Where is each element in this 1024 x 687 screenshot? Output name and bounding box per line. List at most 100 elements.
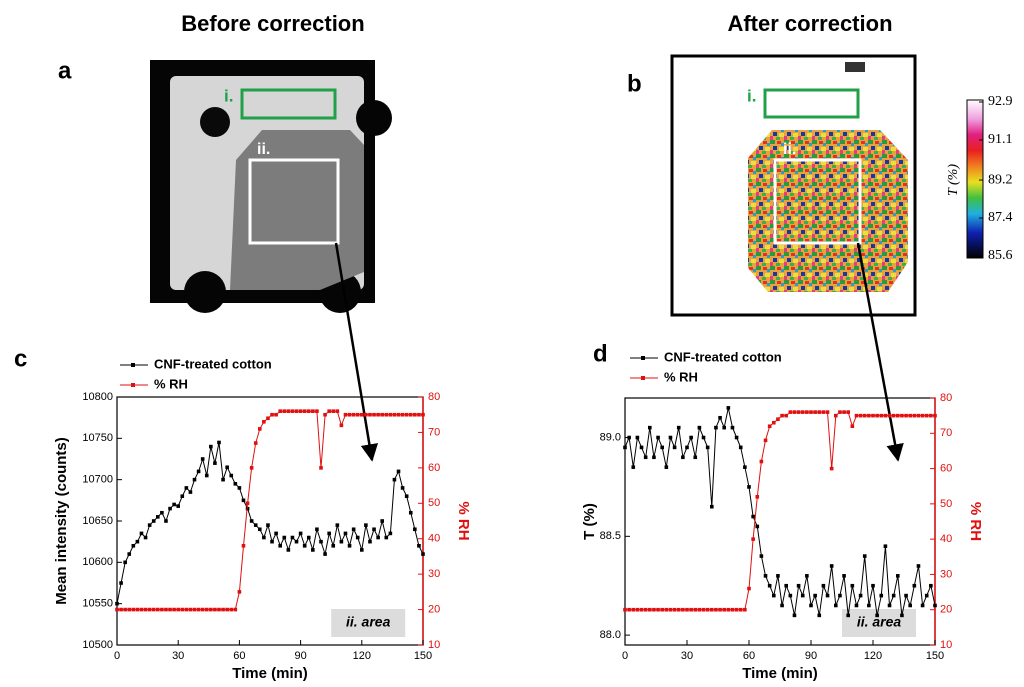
point — [413, 412, 417, 417]
point — [213, 461, 217, 465]
point — [701, 607, 706, 612]
point — [838, 593, 842, 598]
y-tick-label: 10750 — [82, 432, 113, 444]
point — [339, 423, 344, 428]
point — [217, 440, 221, 445]
point — [119, 581, 123, 585]
point — [364, 412, 368, 417]
point — [160, 510, 164, 515]
point — [204, 473, 209, 478]
point — [891, 593, 896, 598]
point — [253, 441, 258, 445]
point — [681, 455, 685, 460]
point — [188, 607, 193, 612]
point — [850, 583, 855, 588]
point — [278, 409, 282, 413]
x-tick-label: 120 — [864, 650, 882, 662]
panel-letter: d — [593, 340, 608, 367]
point — [751, 537, 755, 541]
arrow — [334, 242, 379, 462]
point — [763, 574, 768, 578]
point — [631, 465, 636, 469]
point — [813, 410, 817, 414]
point — [784, 413, 788, 418]
point — [780, 603, 784, 608]
point — [213, 607, 217, 612]
point — [652, 607, 656, 612]
point — [168, 506, 172, 511]
point — [759, 554, 764, 558]
region-label: ii. — [783, 141, 796, 158]
point — [209, 444, 213, 449]
point — [883, 544, 888, 548]
point — [258, 527, 262, 532]
point — [730, 607, 735, 612]
point — [916, 413, 921, 418]
point — [805, 574, 809, 578]
point — [233, 607, 238, 612]
y-tick-label: 89.0 — [600, 431, 621, 443]
point — [685, 445, 689, 450]
y2-tick-label: 80 — [428, 391, 440, 403]
point — [241, 544, 246, 548]
x-tick-label: 60 — [743, 650, 755, 662]
point — [871, 583, 875, 588]
y2-tick-label: 70 — [428, 426, 440, 438]
y-tick-label: 10700 — [82, 474, 113, 486]
point — [392, 477, 397, 482]
point — [188, 490, 193, 494]
point — [421, 412, 425, 417]
point — [115, 607, 119, 612]
series-line — [117, 410, 423, 611]
point — [192, 477, 197, 482]
y2-tick-label: 10 — [428, 639, 440, 651]
x-tick-label: 30 — [172, 650, 184, 662]
point — [368, 412, 372, 417]
legend-label: % RH — [664, 369, 698, 384]
point — [734, 607, 739, 612]
point — [767, 583, 772, 588]
point — [180, 607, 185, 612]
point — [726, 607, 731, 612]
point — [722, 425, 726, 430]
point — [241, 498, 246, 503]
point — [648, 425, 652, 430]
point — [784, 583, 788, 588]
point — [792, 410, 797, 414]
panel-title: Before correction — [181, 11, 364, 36]
point — [825, 410, 830, 414]
point — [858, 593, 863, 598]
point — [176, 504, 180, 508]
point — [400, 412, 405, 417]
y2-axis-title: % RH — [455, 501, 472, 540]
point — [160, 607, 164, 612]
point — [229, 473, 234, 478]
point — [249, 519, 254, 523]
point — [916, 564, 921, 568]
panel-letter: b — [627, 70, 642, 97]
point — [623, 445, 627, 450]
point — [135, 607, 140, 612]
point — [258, 427, 262, 431]
point — [311, 409, 315, 413]
point — [772, 593, 776, 598]
point — [887, 413, 892, 418]
point — [417, 412, 421, 417]
point — [388, 531, 393, 536]
point — [788, 593, 793, 598]
point — [266, 416, 270, 421]
point — [306, 535, 311, 540]
point — [730, 425, 735, 430]
arrow — [856, 242, 904, 462]
point — [290, 409, 295, 413]
point — [738, 607, 743, 612]
point — [396, 469, 401, 474]
point — [274, 531, 278, 536]
point — [221, 477, 225, 482]
point — [929, 413, 933, 418]
point — [875, 413, 879, 418]
point — [718, 607, 722, 612]
point — [689, 435, 693, 440]
point — [355, 535, 360, 540]
point — [850, 424, 855, 429]
